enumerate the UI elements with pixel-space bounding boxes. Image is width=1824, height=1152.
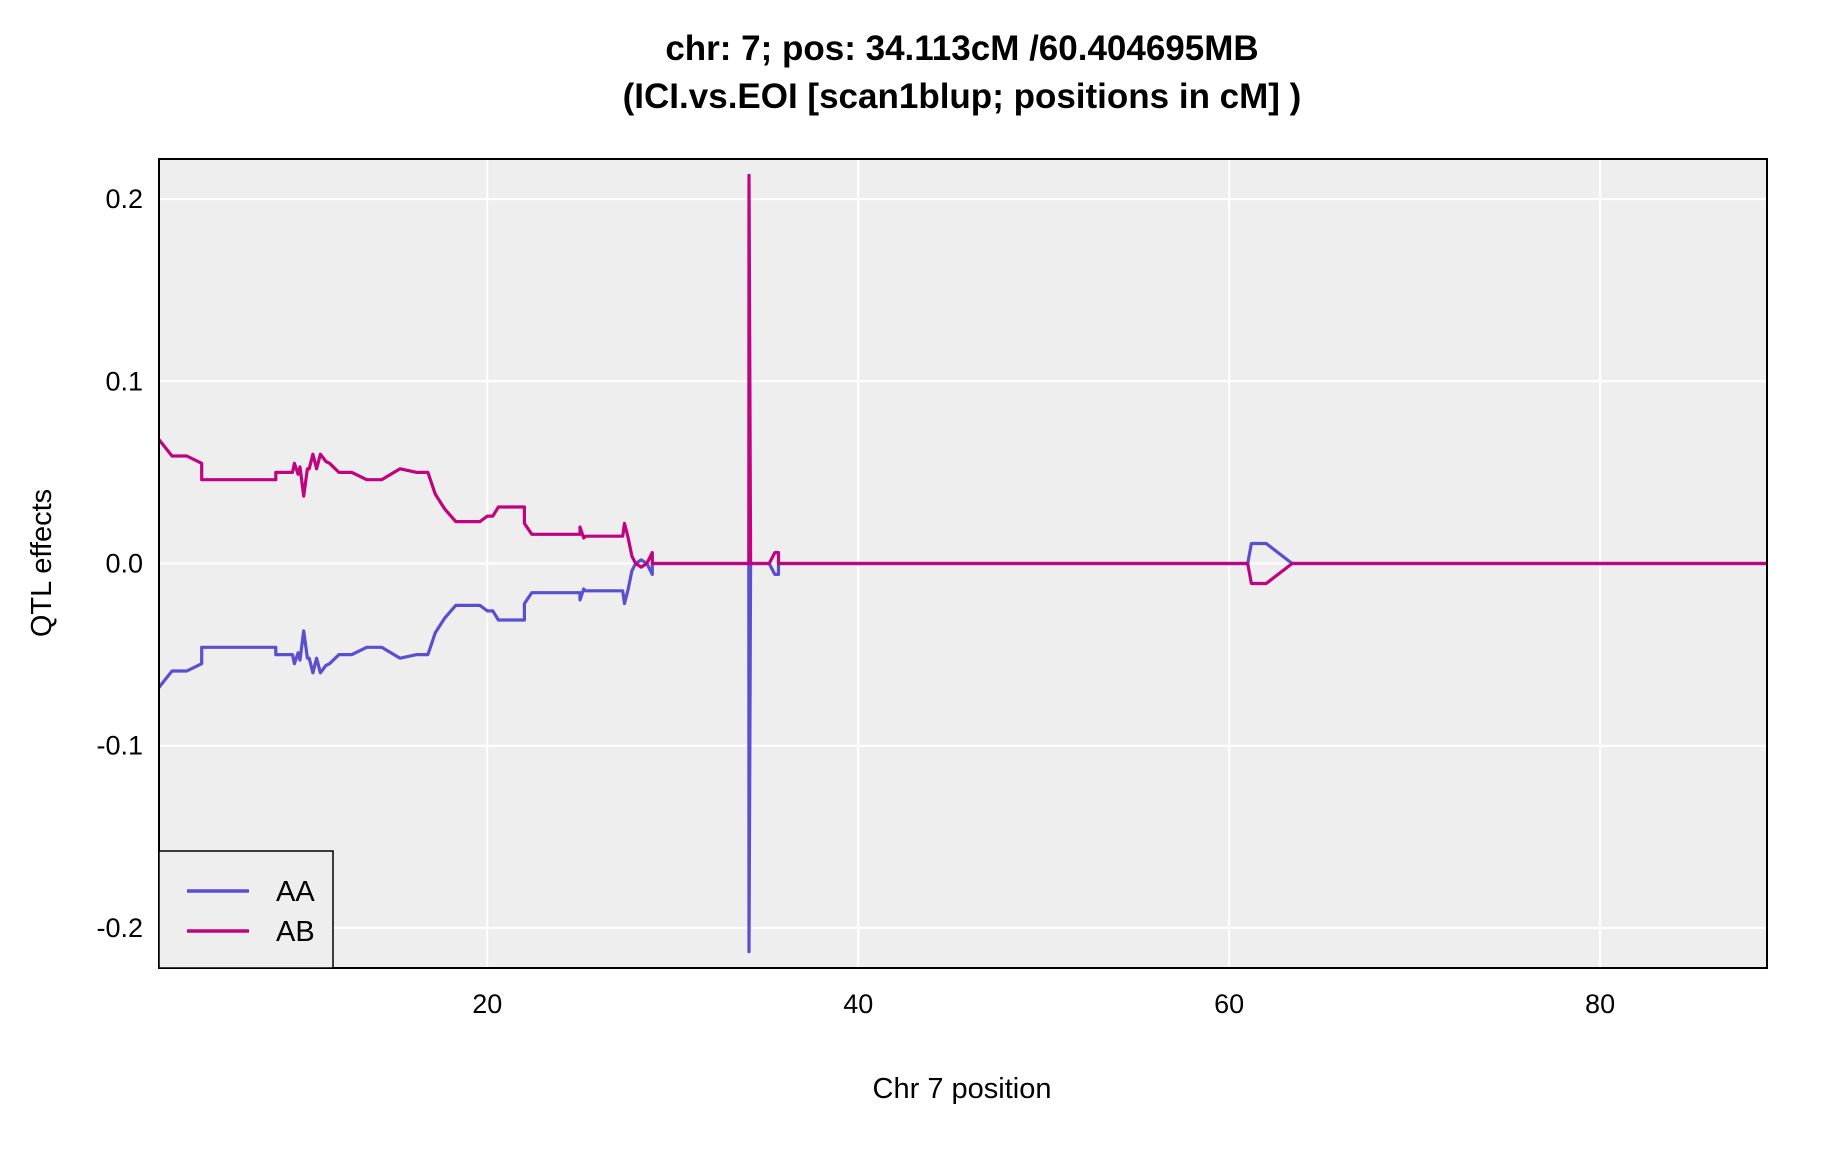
y-tick-label: 0.1 bbox=[105, 366, 143, 396]
y-tick-label: 0.0 bbox=[105, 549, 143, 579]
y-axis-label: QTL effects bbox=[26, 489, 58, 637]
legend-label-ab: AB bbox=[276, 916, 315, 948]
x-axis-label: Chr 7 position bbox=[873, 1073, 1052, 1105]
legend-box bbox=[158, 850, 334, 969]
legend: AA AB bbox=[158, 850, 334, 969]
chart-title: chr: 7; pos: 34.113cM /60.404695MB bbox=[665, 29, 1258, 68]
plot-frame bbox=[158, 158, 1768, 969]
legend-label-aa: AA bbox=[276, 876, 315, 908]
y-axis-ticks: -0.2 -0.1 0.0 0.1 0.2 bbox=[96, 184, 143, 943]
series-lines bbox=[157, 173, 1767, 954]
x-tick-label: 60 bbox=[1214, 989, 1244, 1019]
y-tick-label: 0.2 bbox=[105, 184, 143, 214]
y-tick-label: -0.2 bbox=[96, 913, 143, 943]
x-tick-label: 40 bbox=[843, 989, 873, 1019]
chart-subtitle: (ICI.vs.EOI [scan1blup; positions in cM]… bbox=[623, 77, 1302, 116]
series-line-ab bbox=[157, 173, 1767, 586]
y-tick-label: -0.1 bbox=[96, 731, 143, 761]
x-tick-label: 20 bbox=[472, 989, 502, 1019]
x-tick-label: 80 bbox=[1585, 989, 1615, 1019]
x-axis-ticks: 20 40 60 80 bbox=[472, 989, 1615, 1019]
